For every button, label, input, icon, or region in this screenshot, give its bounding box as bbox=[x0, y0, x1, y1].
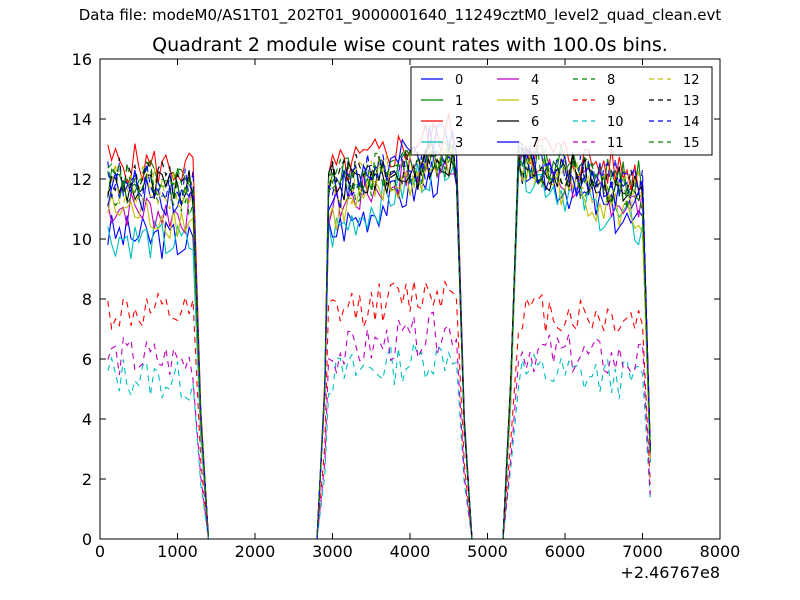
series-line-14 bbox=[107, 142, 651, 540]
series-line-15 bbox=[107, 139, 651, 540]
x-tick-label: 7000 bbox=[622, 542, 663, 561]
x-tick-label: 4000 bbox=[390, 542, 431, 561]
legend-label-5: 5 bbox=[531, 94, 539, 109]
x-tick-label: 0 bbox=[95, 542, 105, 561]
series-line-5 bbox=[107, 143, 651, 540]
legend-label-7: 7 bbox=[531, 136, 539, 151]
y-tick-label: 2 bbox=[82, 470, 92, 489]
series-line-1 bbox=[107, 144, 651, 540]
series-line-4 bbox=[107, 146, 651, 540]
x-tick-label: 2000 bbox=[235, 542, 276, 561]
y-tick-label: 12 bbox=[72, 170, 92, 189]
y-tick-label: 14 bbox=[72, 110, 92, 129]
legend-box bbox=[410, 66, 713, 156]
legend-label-4: 4 bbox=[531, 73, 539, 88]
legend-label-1: 1 bbox=[455, 94, 463, 109]
legend-label-14: 14 bbox=[683, 115, 700, 130]
x-tick-label: 5000 bbox=[467, 542, 508, 561]
x-tick-label: 3000 bbox=[312, 542, 353, 561]
legend-label-15: 15 bbox=[683, 136, 700, 151]
y-tick-label: 8 bbox=[82, 290, 92, 309]
legend-label-12: 12 bbox=[683, 73, 700, 88]
series-line-9 bbox=[107, 279, 651, 540]
y-tick-label: 16 bbox=[72, 50, 92, 69]
series-line-8 bbox=[107, 144, 651, 540]
x-tick-label: 6000 bbox=[545, 542, 586, 561]
series-line-0 bbox=[107, 141, 651, 540]
legend-label-10: 10 bbox=[607, 115, 624, 130]
y-tick-label: 10 bbox=[72, 230, 92, 249]
y-tick-label: 6 bbox=[82, 350, 92, 369]
series-line-6 bbox=[107, 146, 651, 540]
legend-label-3: 3 bbox=[455, 136, 463, 151]
series-line-10 bbox=[107, 342, 651, 540]
series-line-3 bbox=[107, 148, 651, 540]
series-line-11 bbox=[107, 311, 651, 540]
series-lines bbox=[107, 113, 651, 540]
series-line-12 bbox=[107, 140, 651, 540]
x-tick-label: 1000 bbox=[157, 542, 198, 561]
legend-label-2: 2 bbox=[455, 115, 463, 130]
y-tick-label: 4 bbox=[82, 410, 92, 429]
legend-label-0: 0 bbox=[455, 73, 463, 88]
legend-label-6: 6 bbox=[531, 115, 539, 130]
x-offset-label: +2.46767e8 bbox=[620, 563, 720, 582]
legend-label-11: 11 bbox=[607, 136, 624, 151]
chart-title: Quadrant 2 module wise count rates with … bbox=[152, 34, 668, 56]
series-line-13 bbox=[107, 142, 651, 540]
legend-label-8: 8 bbox=[607, 73, 615, 88]
x-tick-label: 8000 bbox=[700, 542, 741, 561]
legend-label-9: 9 bbox=[607, 94, 615, 109]
figure-suptitle: Data file: modeM0/AS1T01_202T01_90000016… bbox=[78, 6, 722, 24]
legend-label-13: 13 bbox=[683, 94, 700, 109]
axis-ticks: 0 1000 2000 3000 4000 5000 6000 7000 80000246810… bbox=[72, 50, 741, 561]
y-tick-label: 0 bbox=[82, 530, 92, 549]
